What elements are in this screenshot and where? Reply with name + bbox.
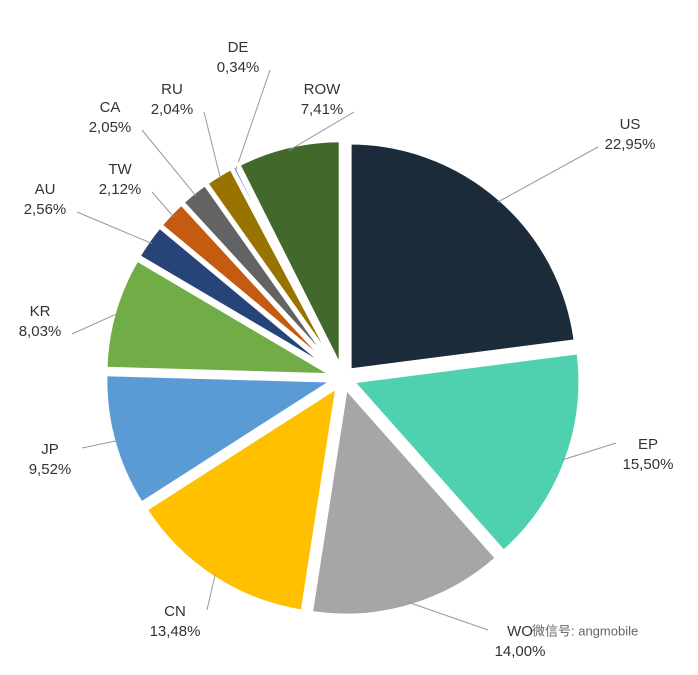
slice-label: WO: [507, 623, 533, 640]
slice-label: CN: [164, 603, 186, 620]
leader-line: [141, 129, 197, 197]
slice-label: TW: [108, 161, 132, 178]
slice-value-label: 2,12%: [99, 181, 142, 198]
slice-label: DE: [228, 39, 249, 56]
leader-line: [71, 312, 119, 335]
slice-value-label: 2,04%: [151, 101, 194, 118]
pie-slice: [103, 256, 335, 378]
leader-line: [81, 440, 118, 449]
slice-label: ROW: [304, 81, 342, 98]
slice-value-label: 8,03%: [19, 323, 62, 340]
leader-line: [203, 111, 221, 179]
pie-slice: [308, 383, 500, 618]
watermark: 微信号: angmobile: [532, 623, 638, 638]
pie-slice: [229, 162, 341, 371]
pie-slice: [235, 138, 343, 370]
leader-line: [288, 111, 355, 151]
leader-line: [76, 211, 152, 244]
leader-line: [497, 146, 599, 203]
slice-value-label: 7,41%: [301, 101, 344, 118]
slice-value-label: 15,50%: [623, 456, 674, 473]
slice-label: EP: [638, 436, 658, 453]
slice-value-label: 9,52%: [29, 461, 72, 478]
leader-line: [151, 191, 174, 218]
leader-line: [408, 602, 489, 631]
slice-label: US: [620, 116, 641, 133]
pie-slice: [348, 349, 583, 555]
pie-slice: [142, 382, 341, 614]
pie-slice: [347, 140, 578, 373]
leader-line: [206, 573, 216, 611]
leader-line: [562, 442, 617, 461]
leader-line: [235, 69, 271, 171]
slice-label: AU: [35, 181, 56, 198]
slice-value-label: 14,00%: [495, 643, 546, 660]
slice-value-label: 2,56%: [24, 201, 67, 218]
slice-label: CA: [100, 99, 121, 116]
slice-label: JP: [41, 441, 59, 458]
slice-label: KR: [30, 303, 51, 320]
slice-value-label: 2,05%: [89, 119, 132, 136]
slice-value-label: 22,95%: [605, 136, 656, 153]
slice-value-label: 13,48%: [150, 623, 201, 640]
slice-label: RU: [161, 81, 183, 98]
slice-value-label: 0,34%: [217, 59, 260, 76]
